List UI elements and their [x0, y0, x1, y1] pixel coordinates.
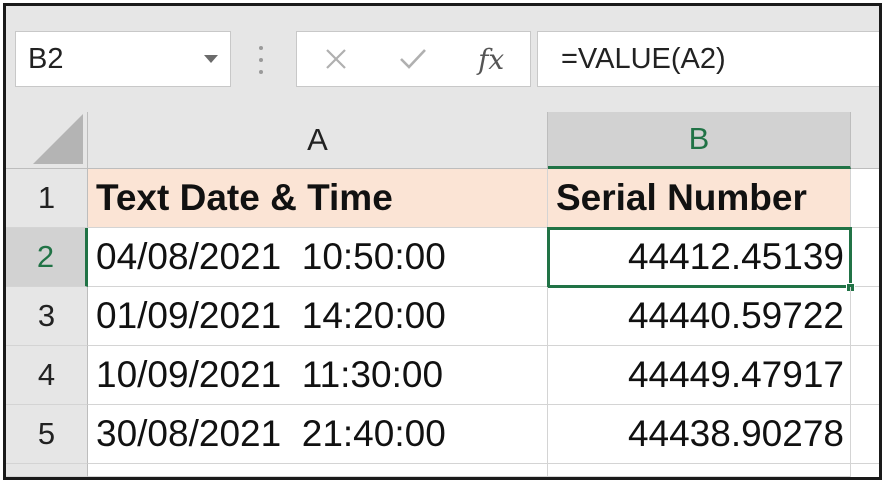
cell-b2[interactable]: 44412.45139: [547, 227, 852, 288]
cell-b3[interactable]: 44440.59722: [548, 287, 851, 346]
cell-c2[interactable]: [851, 228, 879, 287]
check-icon: [400, 49, 427, 69]
formula-buttons: fx: [296, 31, 531, 87]
select-all-icon: [33, 114, 83, 164]
cell-b1[interactable]: Serial Number: [548, 169, 851, 228]
enter-button[interactable]: [383, 34, 443, 84]
name-box[interactable]: B2: [15, 31, 231, 87]
name-box-value: B2: [28, 42, 64, 75]
formula-bar: B2 fx =VALUE(A2): [6, 6, 879, 112]
row-header-4[interactable]: 4: [6, 346, 88, 405]
cell-a6[interactable]: [88, 464, 548, 477]
worksheet-grid: A B 1 Text Date & Time Serial Number 2 0…: [6, 112, 879, 477]
insert-function-button[interactable]: fx: [461, 34, 521, 84]
cell-b5[interactable]: 44438.90278: [548, 405, 851, 464]
cell-b6[interactable]: [548, 464, 851, 477]
row-header-6[interactable]: [6, 464, 88, 477]
function-icon: fx: [478, 42, 505, 76]
row-header-3[interactable]: 3: [6, 287, 88, 346]
cell-a1[interactable]: Text Date & Time: [88, 169, 548, 228]
cell-c4[interactable]: [851, 346, 879, 405]
cell-b4[interactable]: 44449.47917: [548, 346, 851, 405]
cancel-button[interactable]: [306, 34, 366, 84]
cell-a3[interactable]: 01/09/2021 14:20:00: [88, 287, 548, 346]
column-header-a[interactable]: A: [88, 112, 548, 169]
cell-c5[interactable]: [851, 405, 879, 464]
chevron-down-icon[interactable]: [204, 55, 218, 63]
row-header-5[interactable]: 5: [6, 405, 88, 464]
cell-a5[interactable]: 30/08/2021 21:40:00: [88, 405, 548, 464]
cell-a2[interactable]: 04/08/2021 10:50:00: [88, 228, 548, 287]
column-header-c[interactable]: [851, 112, 879, 169]
drag-handle-icon[interactable]: [258, 46, 264, 74]
close-icon: [326, 49, 346, 69]
column-header-b[interactable]: B: [548, 112, 851, 169]
select-all-button[interactable]: [6, 112, 88, 169]
spreadsheet-window: B2 fx =VALUE(A2): [3, 3, 882, 480]
formula-input[interactable]: =VALUE(A2): [537, 31, 879, 87]
row-header-1[interactable]: 1: [6, 169, 88, 228]
row-header-2[interactable]: 2: [6, 228, 88, 287]
cell-c1[interactable]: [851, 169, 879, 228]
cell-c3[interactable]: [851, 287, 879, 346]
cell-a4[interactable]: 10/09/2021 11:30:00: [88, 346, 548, 405]
formula-text: =VALUE(A2): [561, 42, 726, 75]
